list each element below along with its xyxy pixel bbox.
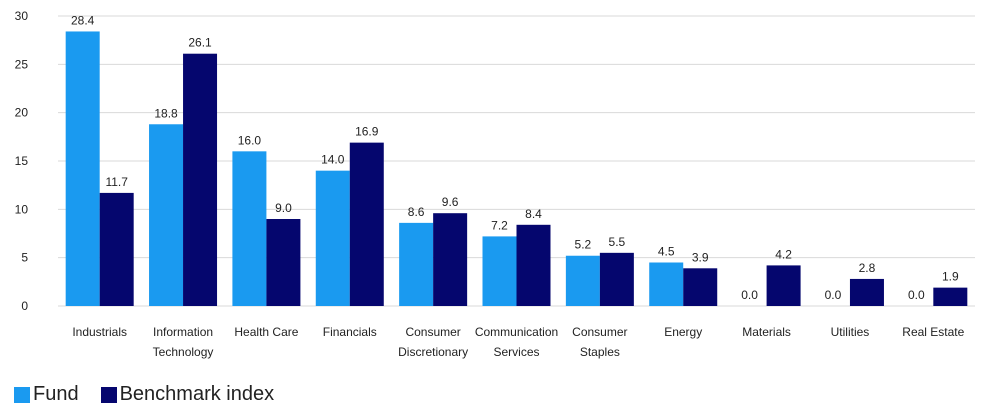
data-label: 1.9 — [942, 270, 959, 284]
bar-benchmark — [683, 268, 718, 306]
bar-benchmark — [99, 192, 134, 306]
bar-benchmark — [349, 142, 384, 306]
data-label: 7.2 — [491, 218, 508, 232]
x-tick-label: Services — [493, 345, 539, 359]
data-label: 0.0 — [741, 288, 758, 302]
data-label: 0.0 — [908, 288, 925, 302]
bar-benchmark — [599, 252, 634, 306]
bar-benchmark — [266, 219, 301, 306]
y-tick-label: 15 — [15, 154, 29, 168]
x-tick-label: Consumer — [572, 325, 627, 339]
x-tick-label: Staples — [580, 345, 620, 359]
data-label: 11.7 — [105, 175, 128, 189]
y-tick-label: 25 — [15, 57, 29, 71]
x-tick-label: Industrials — [72, 325, 127, 339]
data-label: 2.8 — [859, 261, 876, 275]
y-tick-label: 0 — [21, 299, 28, 313]
data-label: 0.0 — [825, 288, 842, 302]
data-label: 9.6 — [442, 195, 459, 209]
x-tick-label: Energy — [664, 325, 702, 339]
x-tick-label: Utilities — [831, 325, 870, 339]
data-label: 18.8 — [154, 106, 178, 120]
data-label: 5.2 — [575, 238, 592, 252]
legend-swatch-fund — [14, 386, 30, 403]
data-label: 16.0 — [238, 133, 262, 147]
data-label: 9.0 — [275, 201, 292, 215]
data-label: 5.5 — [609, 235, 626, 249]
x-tick-label: Technology — [153, 345, 214, 359]
data-label: 14.0 — [321, 153, 345, 167]
x-tick-label: Information — [153, 325, 213, 339]
bar-fund — [565, 255, 600, 306]
bar-fund — [232, 151, 267, 306]
y-tick-label: 20 — [15, 106, 29, 120]
y-tick-label: 10 — [15, 202, 29, 216]
x-tick-label: Communication — [475, 325, 558, 339]
bar-benchmark — [433, 213, 468, 306]
x-tick-label: Consumer — [405, 325, 460, 339]
bar-fund — [482, 236, 517, 306]
bar-fund — [149, 124, 184, 307]
data-label: 8.6 — [408, 205, 425, 219]
bar-fund — [315, 170, 350, 306]
legend-swatch-benchmark — [100, 386, 117, 403]
x-tick-label: Financials — [323, 325, 377, 339]
y-tick-label: 30 — [15, 9, 29, 23]
data-label: 26.1 — [188, 36, 212, 50]
bar-benchmark — [183, 53, 218, 307]
bar-benchmark — [849, 278, 884, 306]
bar-benchmark — [766, 265, 801, 306]
y-tick-label: 5 — [21, 251, 28, 265]
bar-fund — [65, 31, 100, 306]
data-label: 4.2 — [775, 247, 792, 261]
data-label: 16.9 — [355, 125, 379, 139]
bar-fund — [649, 262, 684, 306]
legend-item-benchmark: Benchmark index — [100, 383, 275, 406]
x-tick-label: Discretionary — [398, 345, 468, 359]
legend-label-fund: Fund — [33, 383, 79, 405]
x-tick-label: Real Estate — [902, 325, 964, 339]
chart-legend: Fund Benchmark index — [14, 383, 296, 406]
bar-benchmark — [933, 287, 968, 306]
x-tick-label: Health Care — [234, 325, 298, 339]
data-label: 8.4 — [525, 207, 542, 221]
bar-benchmark — [516, 224, 551, 306]
bar-fund — [399, 222, 434, 306]
x-tick-label: Materials — [742, 325, 791, 339]
legend-item-fund: Fund — [14, 383, 79, 406]
data-label: 4.5 — [658, 245, 675, 259]
data-label: 28.4 — [71, 13, 95, 27]
data-label: 3.9 — [692, 250, 709, 264]
legend-label-benchmark: Benchmark index — [119, 383, 275, 405]
